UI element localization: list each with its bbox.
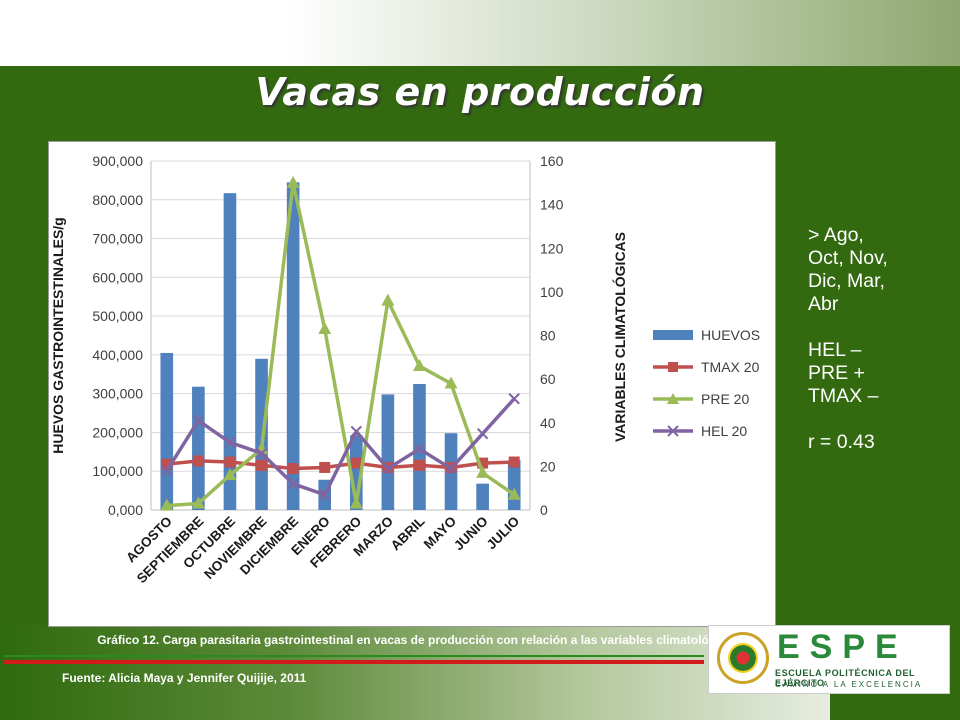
legend-label: TMAX 20 <box>701 359 760 375</box>
y-tick-label: 100,000 <box>92 463 143 479</box>
bottom-gradient-band <box>0 625 830 720</box>
y-tick-label: 200,000 <box>92 424 143 440</box>
bar-huevos <box>223 193 237 510</box>
point-marker <box>445 462 457 475</box>
bar-huevos <box>413 383 426 510</box>
side-note-months: > Ago, Oct, Nov, Dic, Mar, Abr <box>808 224 888 315</box>
chart-canvas: 0,000 100,000 200,000 300,000 400,000 500,000… <box>50 153 760 586</box>
point-marker <box>160 498 174 511</box>
bar-huevos <box>507 460 521 510</box>
logo-letters: ESPE <box>777 628 908 666</box>
combo-chart: 0,000 100,000 200,000 300,000 400,000 500,000… <box>48 141 776 627</box>
legend-label: HUEVOS <box>701 327 760 343</box>
y2-tick-label: 120 <box>540 240 564 256</box>
y-tick-label: 400,000 <box>92 347 143 363</box>
point-marker <box>508 393 520 405</box>
point-marker <box>161 465 173 477</box>
point-marker <box>287 478 299 490</box>
side-notes: > Ago, Oct, Nov, Dic, Mar, Abr HEL – PRE… <box>808 224 948 454</box>
point-marker <box>477 457 489 469</box>
slide-title: Vacas en producción <box>255 70 705 114</box>
point-marker <box>350 425 362 438</box>
point-marker <box>223 468 237 481</box>
point-marker <box>349 496 363 509</box>
y2-tick-label: 160 <box>540 153 564 169</box>
source-note: Fuente: Alicia Maya y Jennifer Quijije, … <box>62 671 307 685</box>
top-gradient-band <box>0 0 960 66</box>
point-marker <box>192 455 204 467</box>
point-marker <box>476 465 490 478</box>
y-tick-label: 600,000 <box>92 269 143 285</box>
point-marker <box>507 487 521 500</box>
side-note-r-value: r = 0.43 <box>808 431 875 453</box>
point-marker <box>413 459 425 471</box>
point-marker <box>412 359 426 372</box>
green-divider <box>4 655 704 657</box>
legend-marker <box>667 393 679 404</box>
legend-marker <box>667 425 679 437</box>
point-marker <box>192 414 205 427</box>
bar-huevos <box>160 352 174 510</box>
point-marker <box>381 293 395 306</box>
point-marker <box>224 456 236 468</box>
y-tick-label: 700,000 <box>92 231 143 247</box>
point-marker <box>191 496 205 509</box>
y-tick-label: 300,000 <box>92 386 143 402</box>
point-marker <box>382 462 394 475</box>
point-marker <box>224 436 236 449</box>
point-marker <box>161 458 173 470</box>
x-tick-label: ABRIL <box>388 514 428 554</box>
y2-tick-label: 100 <box>540 284 564 300</box>
y-tick-label: 800,000 <box>92 192 143 208</box>
x-tick-label: JUNIO <box>451 514 491 554</box>
point-marker <box>444 376 458 389</box>
point-marker <box>255 447 268 459</box>
series-line <box>165 397 516 497</box>
logo-motto: CAMINO A LA EXCELENCIA <box>775 680 923 689</box>
y2-tick-label: 80 <box>540 328 556 344</box>
legend-swatch <box>653 330 693 340</box>
y2-tick-label: 60 <box>540 371 556 387</box>
y2-tick-label: 0 <box>540 502 548 518</box>
y-axis-title: HUEVOS GASTROINTESTINALES/g <box>50 217 66 453</box>
x-tick-label: JULIO <box>484 514 523 553</box>
red-divider <box>4 660 704 664</box>
espe-logo: ESPE ESCUELA POLITÉCNICA DEL EJÉRCITO CA… <box>708 625 950 694</box>
y-tick-label: 500,000 <box>92 308 143 324</box>
bar-huevos <box>286 182 300 511</box>
y-tick-label: 900,000 <box>92 153 143 169</box>
espe-seal-icon <box>717 632 769 684</box>
side-note-correlation-signs: HEL – PRE + TMAX – <box>808 339 879 407</box>
point-marker <box>319 461 331 473</box>
point-marker <box>413 443 426 455</box>
y-tick-label: 0,000 <box>108 502 143 518</box>
logo-institution-name: ESCUELA POLITÉCNICA DEL EJÉRCITO <box>775 668 915 688</box>
point-marker <box>508 456 520 468</box>
point-marker <box>476 427 489 440</box>
chart-caption: Gráfico 12. Carga parasitaria gastrointe… <box>97 633 743 647</box>
bar-huevos <box>381 394 395 510</box>
point-marker <box>318 321 332 334</box>
y2-tick-label: 40 <box>540 415 556 431</box>
point-marker <box>319 489 331 501</box>
legend-label: HEL 20 <box>701 423 747 439</box>
point-marker <box>350 457 362 469</box>
y2-axis-title: VARIABLES CLIMATOLÓGICAS <box>611 232 628 442</box>
legend-label: PRE 20 <box>701 391 749 407</box>
bar-huevos <box>192 386 205 510</box>
y2-tick-label: 140 <box>540 197 564 213</box>
point-marker <box>286 175 300 188</box>
point-marker <box>287 463 299 475</box>
point-marker <box>256 459 268 471</box>
legend-marker <box>668 362 678 372</box>
bar-huevos <box>476 483 489 510</box>
y2-tick-label: 20 <box>540 458 556 474</box>
